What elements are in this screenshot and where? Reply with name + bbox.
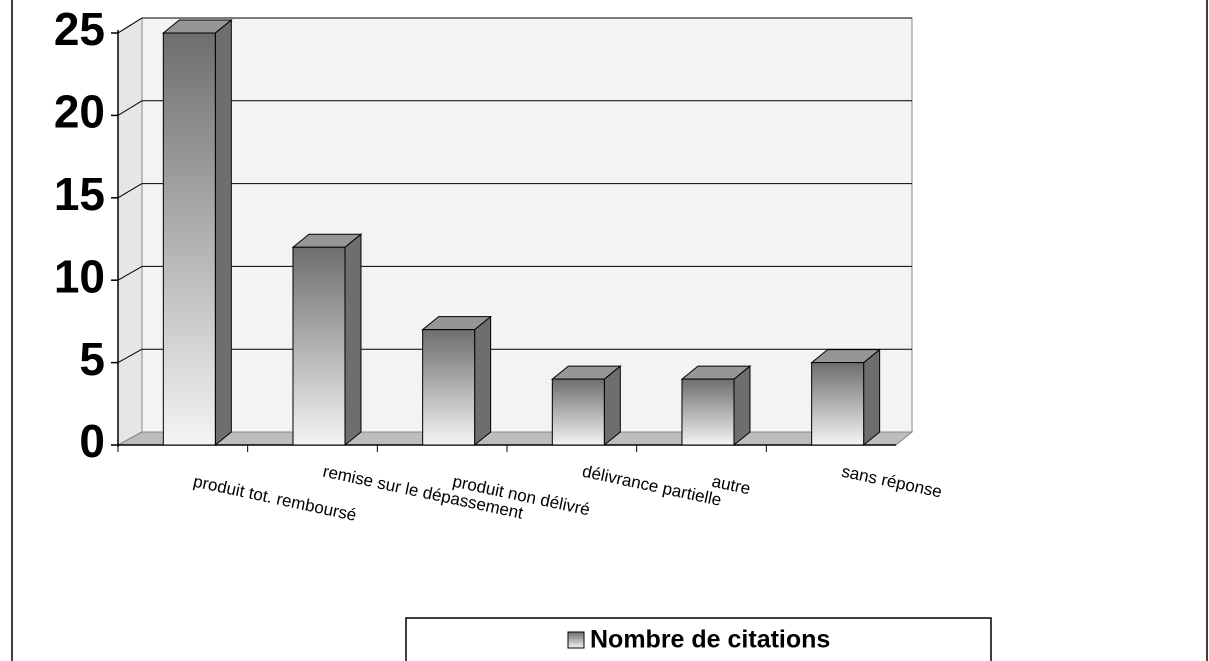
legend-label: Nombre de citations (590, 626, 830, 654)
bar (422, 329, 476, 446)
bar (681, 378, 735, 446)
y-tick-label: 10 (54, 250, 105, 302)
grid-line (117, 100, 143, 116)
grid-line (117, 348, 143, 364)
y-tick-label: 0 (79, 415, 105, 467)
bar (162, 32, 216, 446)
legend-box (405, 617, 992, 661)
bar (551, 378, 605, 446)
bar-side (344, 233, 362, 447)
y-tick-label: 25 (54, 3, 105, 55)
y-tick-label: 15 (54, 168, 105, 220)
bar-side (863, 348, 881, 447)
legend-swatch (567, 631, 585, 649)
bar (811, 362, 865, 446)
side-wall (117, 17, 143, 446)
grid-line (117, 17, 143, 34)
grid-line (117, 183, 143, 199)
x-tick-label: délivrance partielle (581, 462, 724, 510)
grid-line (117, 265, 143, 281)
floor (117, 431, 914, 446)
bar (292, 246, 346, 446)
x-tick-label: sans réponse (840, 462, 944, 502)
y-tick-label: 20 (54, 86, 105, 138)
chart-frame (11, 0, 1208, 661)
bar-side (603, 365, 621, 447)
back-wall (141, 17, 913, 433)
bar-side (733, 365, 751, 447)
bar-side (474, 315, 492, 447)
bar-side (214, 18, 232, 447)
y-tick-label: 5 (79, 333, 105, 385)
